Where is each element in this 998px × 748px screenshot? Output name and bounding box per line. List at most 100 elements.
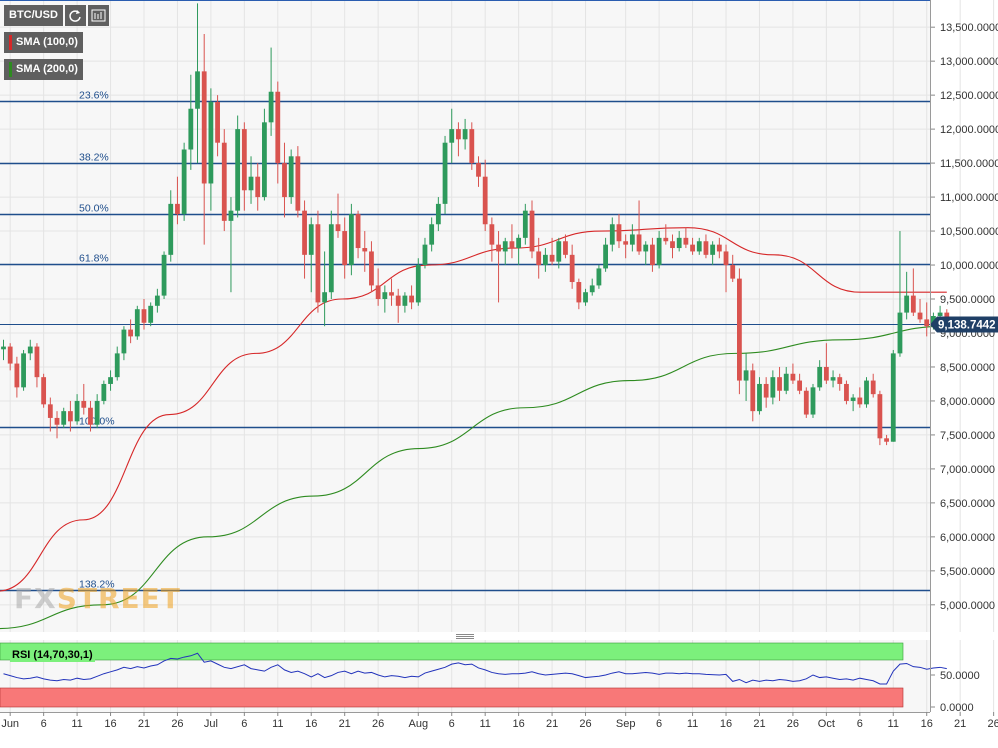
candle-body [502,241,508,252]
candle-body [877,394,883,439]
rsi-tick-label: 0.0000 [940,702,974,714]
candle-body [830,377,836,381]
candle-body [696,241,702,252]
candle-body [255,176,261,198]
candle-body [181,149,187,215]
candle-body [221,142,227,221]
candle-body [168,203,174,255]
candle-body [476,163,481,177]
candle-body [516,237,522,249]
candle-body [175,203,180,215]
candle-body [128,329,134,337]
fib-label: 50.0% [79,203,109,215]
price-axis: 5,000.0000 5,500.0000 6,000.0000 6,500.0000… [930,22,998,612]
candle-body [703,241,709,255]
rsi-tick-label: 50.0000 [940,670,980,682]
candle-body [910,295,916,313]
price-tick-label: 8,500.0000 [940,362,995,374]
candle-body [683,237,689,245]
candle-body [757,383,762,412]
candle-body [121,329,127,354]
refresh-icon[interactable] [64,5,86,26]
candle-body [134,309,140,337]
sma200-legend[interactable]: SMA (200,0) [4,59,83,80]
candle-body [449,129,455,143]
price-tick-label: 12,500.0000 [940,90,998,102]
time-tick-label: Oct [818,718,835,730]
fib-label: 23.6% [79,90,109,102]
candle-body [509,241,515,249]
watermark-fx: FX [14,582,57,615]
rsi-panel: 0.0000 50.0000 [0,642,980,714]
candle-body [924,319,930,327]
candle-body [161,254,167,296]
candle-body [556,241,562,262]
candle-body [817,366,823,388]
candle-body [884,438,889,442]
candle-body [783,373,789,391]
chart-settings-icon[interactable] [87,5,109,26]
candles [1,3,950,446]
sma100-swatch [9,35,12,50]
candle-body [188,108,194,150]
candle-body [21,353,26,388]
candle-body [790,373,796,381]
candle-body [114,353,120,378]
candle-body [723,251,729,266]
candle-body [643,244,649,252]
candle-body [54,417,60,425]
candle-body [890,353,896,442]
panel-resize-handle[interactable] [0,632,930,640]
candle-body [88,407,93,425]
candle-body [362,248,368,252]
time-tick-label: 16 [104,718,116,730]
rsi-label[interactable]: RSI (14,70,30,1) [10,648,95,662]
time-tick-label: 6 [656,718,662,730]
watermark-street: STREET [56,582,181,615]
candle-body [589,285,595,293]
candle-body [375,285,381,300]
candle-body [770,377,776,398]
candle-body [141,309,147,323]
candle-body [14,363,20,388]
candle-body [442,142,448,204]
candle-body [616,224,622,242]
candle-body [676,237,682,249]
price-tick-label: 6,000.0000 [940,532,995,544]
candle-body [61,411,67,425]
candle-body [737,278,742,381]
candle-body [74,400,80,422]
rsi-oversold-band [0,687,904,708]
candle-body [389,292,394,296]
candle-body [108,377,113,384]
candle-body [369,251,374,286]
candle-body [94,400,100,425]
candle-body [870,380,876,395]
price-tick-label: 11,000.0000 [940,192,998,204]
time-tick-label: 26 [372,718,384,730]
candle-body [663,237,669,242]
candle-body [797,380,803,391]
candle-body [282,163,287,198]
candle-body [235,129,241,211]
price-tick-label: 7,500.0000 [940,430,995,442]
sma100-legend[interactable]: SMA (100,0) [4,32,83,53]
candle-body [315,224,321,303]
fibonacci-lines: 23.6%38.2%50.0%61.8%100.0%138.2% [0,90,930,592]
candle-body [7,346,13,364]
candle-body [462,129,468,140]
candle-body [489,224,495,245]
time-tick-label: 11 [888,718,899,730]
rsi-line [3,652,947,685]
fxstreet-watermark: FXSTREET [14,582,181,615]
fib-label: 38.2% [79,152,109,164]
candle-body [710,244,716,255]
price-tick-label: 12,000.0000 [940,124,998,136]
candle-body [937,312,943,316]
symbol-label[interactable]: BTC/USD [4,5,63,26]
time-tick-label: 26 [171,718,183,730]
candle-body [268,91,274,123]
time-tick-label: 26 [579,718,591,730]
candle-body [850,397,856,401]
